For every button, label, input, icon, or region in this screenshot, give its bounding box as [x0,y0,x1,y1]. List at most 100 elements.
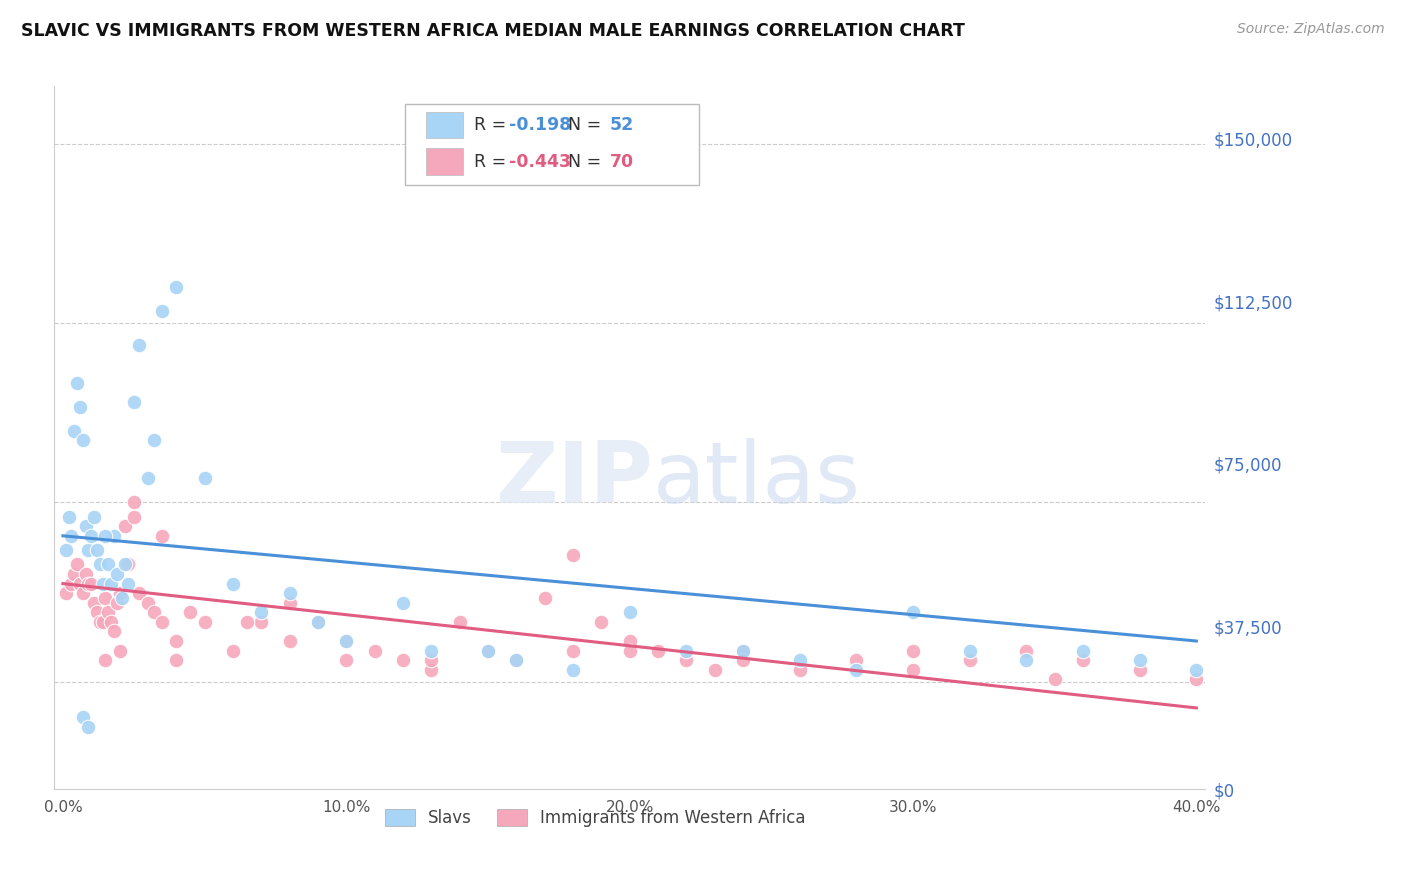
Point [69,400,91,414]
Point [959,653,981,667]
Point [250,605,273,619]
Point [72,586,94,600]
Point [60,576,83,591]
Point [91,576,114,591]
Point [222,643,245,657]
Point [222,576,245,591]
Point [165,634,187,648]
Point [505,653,527,667]
Point [703,663,725,677]
Point [75,519,97,533]
Point [562,663,585,677]
Point [179,605,201,619]
Text: 52: 52 [610,116,634,134]
Point [60,529,83,543]
Point [307,615,329,629]
Point [335,634,357,648]
Point [165,653,187,667]
Point [100,615,122,629]
Point [449,615,471,629]
Point [89,615,111,629]
Point [128,337,150,351]
Point [363,643,385,657]
Point [114,519,136,533]
Point [55,586,77,600]
Point [789,663,811,677]
Point [647,643,669,657]
Point [278,586,301,600]
Point [1071,643,1094,657]
Point [731,653,754,667]
Point [72,433,94,447]
Point [94,529,117,543]
Point [335,653,357,667]
Point [103,529,125,543]
Text: R =: R = [474,116,512,134]
Point [108,586,131,600]
Point [66,558,89,572]
Point [150,615,173,629]
Point [114,558,136,572]
Point [150,304,173,318]
Point [80,529,103,543]
Point [533,591,555,605]
Point [103,624,125,639]
Point [236,615,259,629]
Point [86,605,108,619]
Point [83,509,105,524]
Point [111,591,134,605]
Point [731,643,754,657]
Point [278,634,301,648]
Point [136,596,159,610]
Point [675,653,697,667]
Point [1015,653,1038,667]
Point [675,643,697,657]
Point [619,605,641,619]
Point [122,509,145,524]
Point [731,643,754,657]
Point [91,615,114,629]
Point [1185,663,1208,677]
Point [619,634,641,648]
Point [591,615,613,629]
Point [142,605,165,619]
Text: 70: 70 [610,153,634,170]
Text: N =: N = [557,116,607,134]
Point [75,567,97,582]
Point [58,509,80,524]
Point [505,653,527,667]
Point [86,543,108,558]
Point [278,596,301,610]
Point [165,280,187,294]
Text: SLAVIC VS IMMIGRANTS FROM WESTERN AFRICA MEDIAN MALE EARNINGS CORRELATION CHART: SLAVIC VS IMMIGRANTS FROM WESTERN AFRICA… [21,22,965,40]
Point [105,567,128,582]
Point [108,643,131,657]
Point [77,720,100,734]
Point [194,615,217,629]
Point [1129,653,1152,667]
Text: ZIP: ZIP [495,439,652,522]
FancyBboxPatch shape [426,148,463,175]
Point [89,558,111,572]
Point [136,471,159,485]
Point [392,596,415,610]
Point [392,653,415,667]
Point [250,615,273,629]
Point [789,653,811,667]
Point [420,653,443,667]
Point [117,576,139,591]
Text: Source: ZipAtlas.com: Source: ZipAtlas.com [1237,22,1385,37]
Point [122,495,145,509]
Point [97,558,120,572]
Point [94,653,117,667]
Point [122,395,145,409]
Point [142,433,165,447]
Point [562,548,585,562]
Text: -0.443: -0.443 [509,153,571,170]
Point [307,615,329,629]
Point [128,586,150,600]
Point [477,643,499,657]
Text: -0.198: -0.198 [509,116,571,134]
Point [1071,653,1094,667]
Point [55,543,77,558]
